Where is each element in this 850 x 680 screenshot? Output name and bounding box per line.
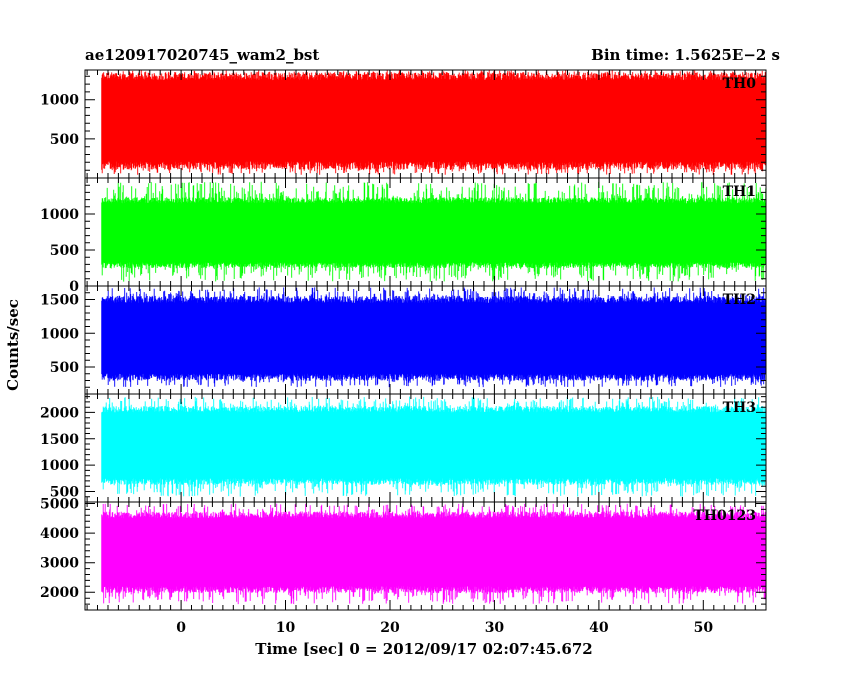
y-tick-label: 0: [69, 279, 79, 295]
panel-label: TH2: [723, 292, 756, 308]
x-tick-label: 20: [380, 620, 400, 636]
panel-th0123: 2000 3000 4000 5000 TH0123: [40, 496, 767, 611]
y-tick-label: 500: [50, 360, 79, 376]
chart-title: ae120917020745_wam2_bst: [85, 46, 319, 64]
series-th2: [101, 287, 767, 388]
x-tick-label: 50: [694, 620, 714, 636]
y-tick-label: 1000: [40, 207, 79, 223]
panel-th0: 500 1000 TH0: [40, 69, 767, 179]
y-tick-label: 500: [50, 484, 79, 500]
x-ticks: [86, 502, 767, 610]
y-tick-label: 1000: [40, 326, 79, 342]
y-tick-label: 2000: [40, 405, 79, 421]
panel-th1: 0 500 1000 TH1: [40, 177, 767, 295]
y-tick-label: 3000: [40, 556, 79, 572]
panel-label: TH0: [723, 76, 757, 92]
y-tick-label: 500: [50, 132, 79, 148]
y-axis-label: Counts/sec: [4, 299, 22, 391]
x-ticks: [86, 286, 767, 394]
y-tick-label: 1000: [40, 93, 79, 109]
series-th1: [101, 181, 767, 282]
y-tick-label: 1500: [40, 432, 79, 448]
x-tick-label: 10: [276, 620, 296, 636]
bin-time-label: Bin time: 1.5625E−2 s: [591, 46, 780, 64]
panel-th2: 500 1000 1500 TH2: [40, 285, 767, 395]
y-tick-label: 1500: [40, 293, 79, 309]
y-tick-label: 2000: [40, 585, 79, 601]
x-tick-label: 40: [589, 620, 609, 636]
y-tick-label: 1000: [40, 458, 79, 474]
y-tick-label: 4000: [40, 526, 79, 542]
x-ticks: [86, 178, 767, 286]
x-ticks: [86, 70, 767, 178]
x-tick-label: 30: [485, 620, 505, 636]
series-th0123: [101, 503, 767, 605]
y-tick-label: 500: [50, 243, 79, 259]
panel-label: TH3: [723, 400, 756, 416]
x-tick-label: 0: [176, 620, 186, 636]
panel-frame: [84, 501, 767, 611]
panel-label: TH1: [723, 184, 756, 200]
panel-th3: 500 1000 1500 2000 TH3: [40, 393, 767, 503]
y-tick-label: 5000: [40, 496, 79, 512]
series-th0: [101, 70, 767, 175]
panel-label: TH0123: [693, 508, 756, 524]
series-th3: [101, 396, 767, 497]
x-ticks: [86, 394, 767, 502]
x-axis-label: Time [sec] 0 = 2012/09/17 02:07:45.672: [255, 640, 592, 658]
